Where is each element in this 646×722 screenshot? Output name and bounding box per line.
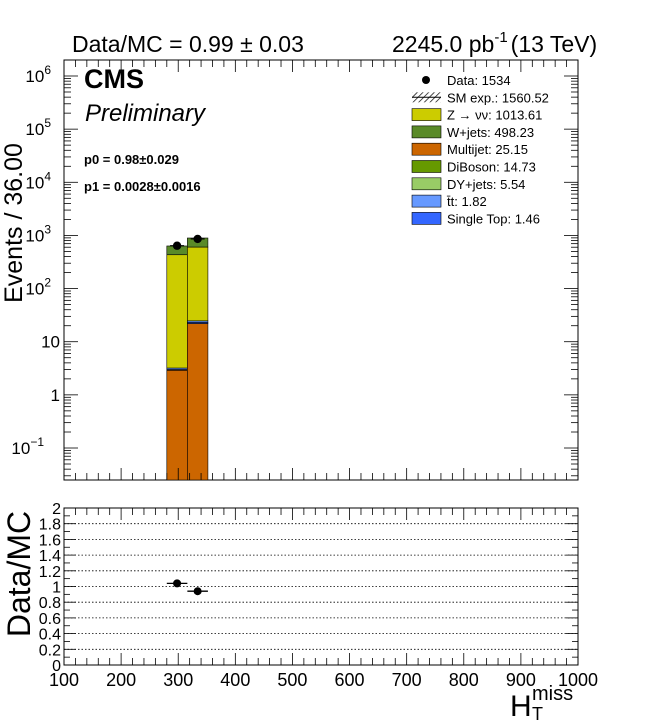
ratio-grid [64,523,578,650]
stack-bar-bin1-3 [187,246,209,322]
ratio-point-0 [173,579,182,588]
stack-bar-bin0-3 [166,254,188,369]
x-tick-label: 400 [220,670,250,690]
ratio-y-tick-label: 1.8 [39,517,61,534]
ratio-y-tick-label: 1 [52,580,61,597]
top-y-axis-title: Events / 36.00 [0,143,28,303]
x-tick-labels: 100 200 300 400 500 600 700 800 900 1000 [49,670,598,690]
legend-label: DY+jets: 5.54 [447,177,525,192]
x-tick-label: 100 [49,670,79,690]
data-point-1 [193,234,202,244]
ratio-y-tick-label: 0 [52,658,61,675]
ratio-point-1 [193,587,202,596]
x-tick-label: 800 [449,670,479,690]
legend-label: SM exp.: 1560.52 [447,90,549,105]
y-tick-label: 1 [51,386,60,405]
top-panel-marks [166,234,209,481]
y-tick-label: 105 [25,116,51,139]
ratio-y-tick-label: 1.2 [39,564,61,581]
legend: Data: 1534 SM exp.: 1560.52 Z → νν: 1013.6… [411,73,549,226]
legend-label: Single Top: 1.46 [447,211,540,226]
ratio-y-tick-label: 0.4 [39,627,61,644]
fit-p0-label: p0 = 0.98±0.029 [84,152,179,167]
x-axis-title-sup: miss [532,683,573,705]
ratio-y-tick-label: 0.6 [39,611,61,628]
legend-marker-data [422,76,430,84]
x-axis-title-sub: T [532,704,543,722]
x-tick-label: 700 [392,670,422,690]
lumi-header: 2245.0 pb-1 (13 TeV) [392,29,597,57]
legend-label: W+jets: 498.23 [447,125,534,140]
x-tick-label: 900 [506,670,536,690]
x-axis-title: H [510,690,532,722]
legend-label: Data: 1534 [447,73,511,88]
y-tick-label: 102 [25,276,51,299]
y-tick-label: 103 [25,222,51,245]
legend-swatch-6 [411,177,442,191]
x-tick-label: 200 [106,670,136,690]
legend-swatch-3 [411,125,442,139]
legend-label: Z → νν: 1013.61 [447,108,542,123]
x-tick-label: 300 [163,670,193,690]
y-tick-label: 10 [41,333,60,352]
legend-swatch-7 [411,194,442,208]
ratio-y-tick-label: 0.8 [39,595,61,612]
ratio-marks [166,579,208,596]
stack-bar-bin1-0 [187,323,209,481]
x-tick-label: 600 [335,670,365,690]
data-point-0 [172,241,182,250]
preliminary-label: Preliminary [85,100,207,127]
legend-swatch-4 [411,142,442,156]
fit-p1-label: p1 = 0.0028±0.0016 [84,179,201,194]
x-tick-label: 500 [277,670,307,690]
legend-label: DiBoson: 14.73 [447,160,536,175]
ratio-y-tick-label: 1.4 [39,548,61,565]
legend-swatch-2 [411,108,442,121]
ratio-y-tick-label: 0.2 [39,642,61,659]
data-mc-header: Data/MC = 0.99 ± 0.03 [72,31,304,57]
y-tick-label: 106 [25,63,51,86]
ratio-y-tick-label: 2 [52,501,61,518]
stack-bar-bin0-0 [166,369,188,481]
legend-label: Multijet: 25.15 [447,142,528,157]
legend-swatch-5 [411,160,442,173]
y-tick-label: 104 [25,169,51,192]
x-tick-label: 1000 [558,670,598,690]
ratio-y-axis-title: Data/MC [1,511,37,637]
legend-label: t̄t: 1.82 [447,194,487,209]
y-tick-label: 10−1 [11,435,44,458]
cms-label: CMS [84,64,144,94]
ratio-y-tick-label: 1.6 [39,532,61,549]
top-panel-frame [63,59,579,481]
legend-swatch-8 [411,212,442,225]
ratio-axes: 00.20.40.60.811.21.41.61.82 [39,501,578,675]
